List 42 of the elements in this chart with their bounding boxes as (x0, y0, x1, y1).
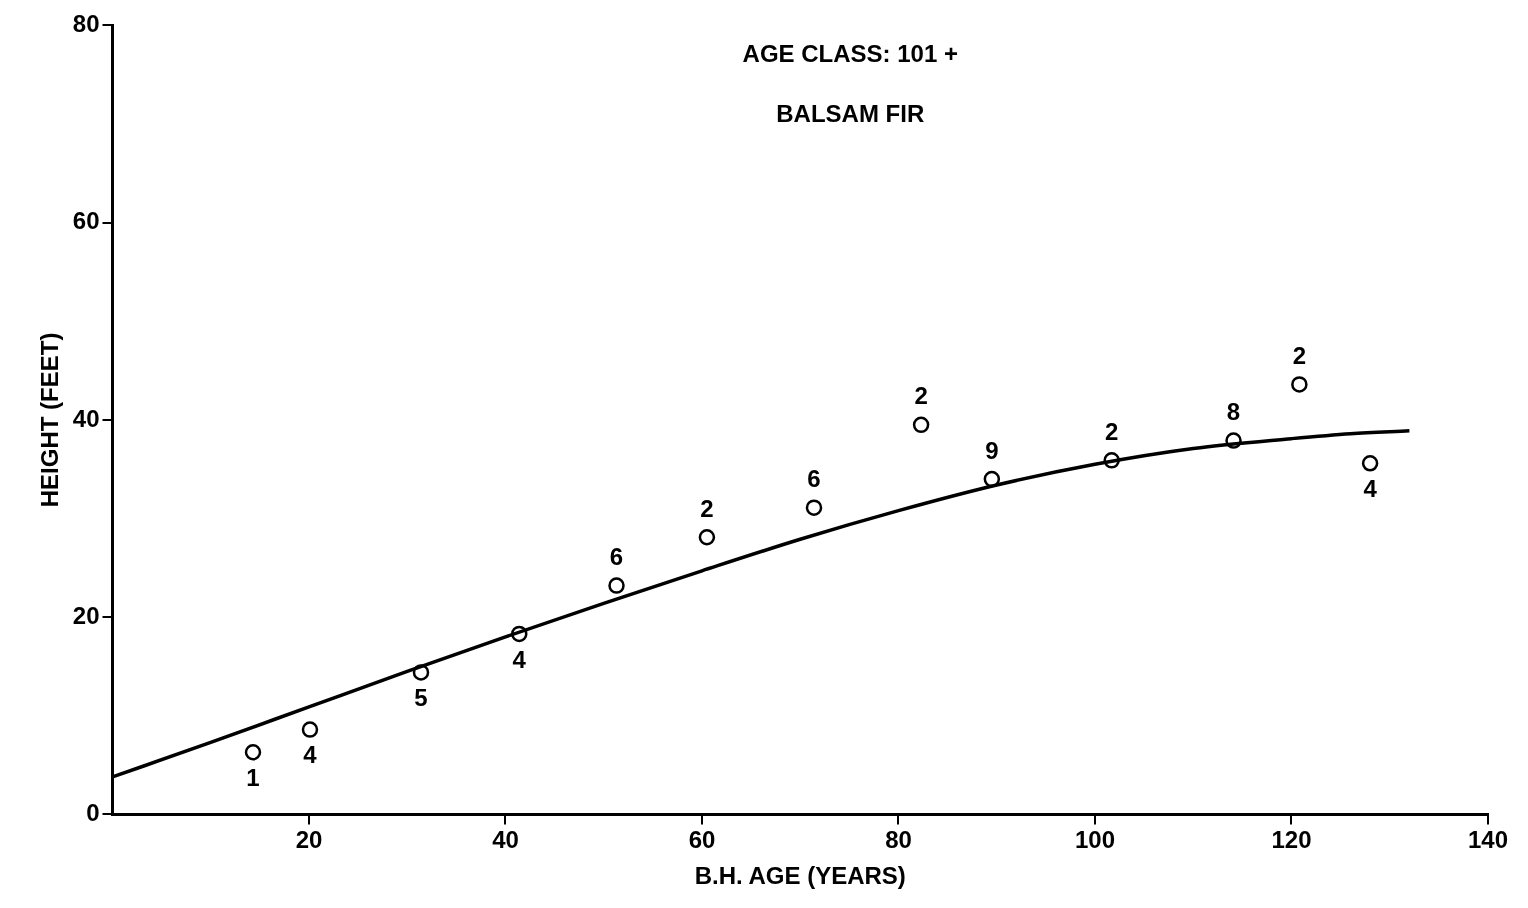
annotation: 5 (414, 684, 428, 712)
annotation: 6 (807, 465, 821, 493)
y-tick-label: 0 (86, 799, 100, 827)
x-tick-label: 100 (1074, 826, 1116, 854)
point (1225, 432, 1242, 449)
x-tick-label: 120 (1271, 826, 1312, 854)
annotation: 6 (609, 543, 624, 571)
annotation: 2 (1292, 342, 1307, 370)
x-tick-label: 60 (688, 826, 716, 854)
text: BALSAM FIR (776, 100, 925, 128)
annotation: 9 (985, 436, 999, 464)
annotation: 8 (1226, 398, 1241, 426)
point (805, 499, 823, 516)
annotation: 2 (914, 382, 928, 410)
annotation: 4 (512, 645, 527, 673)
point (608, 577, 625, 594)
annotation: 4 (1363, 474, 1378, 502)
annotation: 2 (700, 494, 714, 522)
point (1291, 376, 1308, 393)
point (983, 470, 1001, 488)
text: AGE CLASS: 101 + (742, 40, 958, 68)
point (698, 529, 716, 546)
point (1361, 455, 1379, 472)
point (301, 721, 319, 738)
x-axis-title: B.H. AGE (YEARS) (694, 862, 906, 890)
y-tick-label: 80 (72, 10, 100, 38)
annotation: 4 (303, 741, 318, 769)
y-tick-label: 60 (72, 207, 100, 235)
point (511, 625, 528, 643)
x-tick-label: 20 (295, 826, 323, 854)
annotation: 1 (246, 763, 260, 791)
annotation: 2 (1105, 417, 1119, 445)
point (912, 416, 930, 434)
point (244, 744, 262, 761)
y-tick-label: 40 (72, 404, 100, 432)
x-tick-label: 80 (885, 826, 912, 854)
y-tick-label: 20 (72, 601, 100, 629)
x-tick-label: 140 (1467, 826, 1509, 854)
point (412, 664, 430, 681)
y-axis-title: HEIGHT (FEET) (36, 332, 64, 508)
x-tick-label: 40 (492, 826, 519, 854)
point (1103, 452, 1120, 469)
